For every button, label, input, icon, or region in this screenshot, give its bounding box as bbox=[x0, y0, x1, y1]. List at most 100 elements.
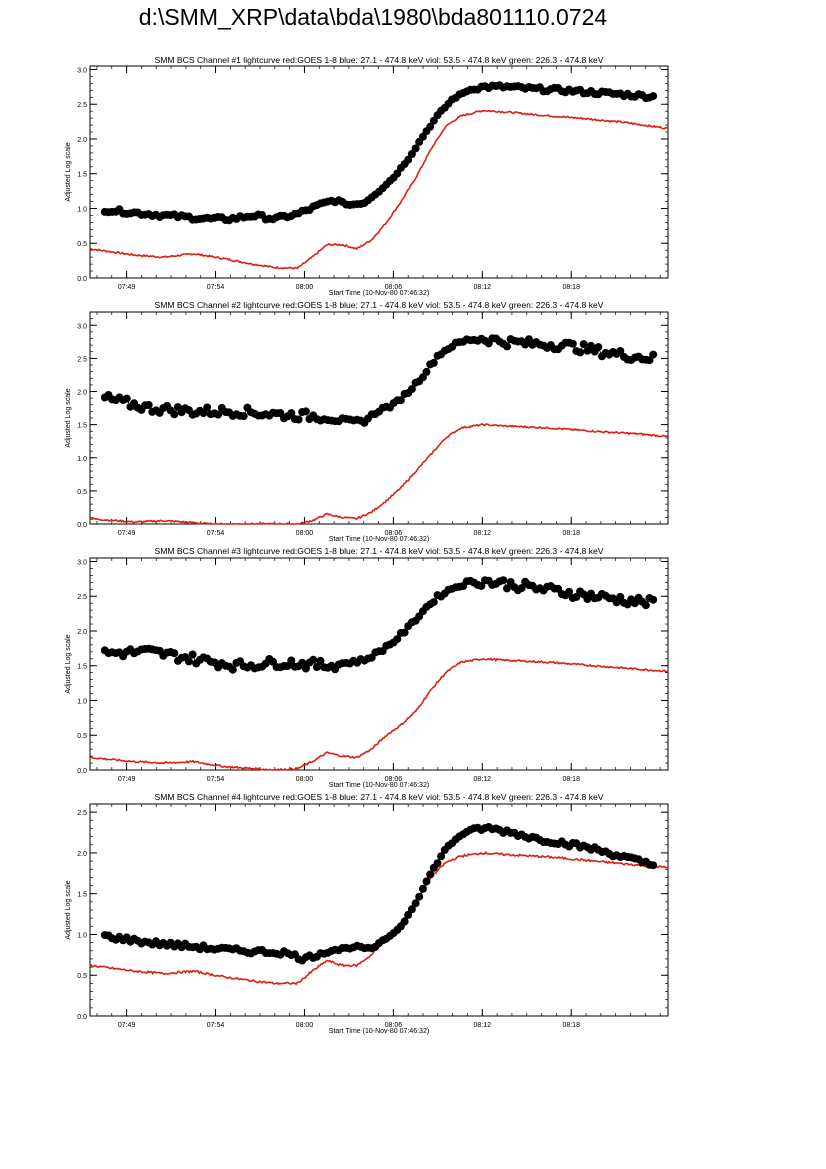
panel-4-ytick-label: 0.0 bbox=[77, 1014, 87, 1021]
panel-4-bcs-point bbox=[411, 899, 420, 908]
panel-1-title: SMM BCS Channel #1 lightcurve red:GOES 1… bbox=[154, 55, 604, 65]
panel-2-bcs-point bbox=[214, 410, 223, 419]
panel-2-bcs-point bbox=[616, 347, 625, 355]
panel-2-bcs-point bbox=[422, 367, 431, 376]
panel-4-bcs-point bbox=[400, 917, 409, 926]
panel-3-frame bbox=[89, 557, 669, 771]
panel-3-bcs-point bbox=[309, 655, 318, 664]
panel-3-ylabel: Adjusted Log scale bbox=[65, 634, 72, 693]
panel-4-bcs-point bbox=[433, 859, 442, 868]
panel-3-bcs-point bbox=[312, 663, 321, 671]
panel-2-ytick-label: 2.0 bbox=[77, 390, 87, 397]
panel-2-bcs-point bbox=[203, 403, 212, 412]
panel-1-xlabel: Start Time (10-Nov-80 07:46:32) bbox=[328, 290, 430, 297]
panel-3-bcs-point bbox=[641, 601, 650, 610]
panel-4-bcs-point bbox=[418, 884, 427, 893]
panel-3-bcs-point bbox=[316, 656, 325, 665]
panel-2-ylabel: Adjusted Log scale bbox=[65, 388, 72, 447]
panel-3-bcs-point bbox=[517, 584, 526, 593]
panel-2-xtick-label: 08:06 bbox=[385, 530, 403, 537]
panel-2-bcs-point bbox=[122, 394, 131, 403]
panel-4-bcs-point bbox=[426, 870, 435, 879]
panel-1-bcs-point bbox=[426, 122, 435, 131]
panel-1-xtick-label: 08:06 bbox=[385, 284, 403, 291]
panel-2-bcs-point bbox=[144, 401, 153, 409]
panel-2-ytick-label: 0.5 bbox=[77, 489, 87, 496]
panel-3-xtick-label: 08:00 bbox=[296, 776, 314, 783]
panel-1-xtick-label: 08:00 bbox=[296, 284, 314, 291]
panel-2-bcs-point bbox=[170, 410, 179, 419]
panel-4-bcs-point bbox=[422, 877, 431, 886]
panel-2-xtick-label: 07:54 bbox=[207, 530, 225, 537]
panel-4-xtick-label: 08:00 bbox=[296, 1022, 314, 1029]
panel-3-ytick-label: 3.0 bbox=[77, 559, 87, 566]
panel-4-xtick-label: 08:12 bbox=[474, 1022, 492, 1029]
panel-3-bcs-point bbox=[649, 595, 658, 604]
panel-1-xtick-label: 08:18 bbox=[562, 284, 580, 291]
panel-2-xlabel: Start Time (10-Nov-80 07:46:32) bbox=[328, 536, 430, 543]
panel-3-goes-line bbox=[89, 657, 668, 771]
panel-2-ytick-label: 1.0 bbox=[77, 456, 87, 463]
panel-2-xtick-label: 08:18 bbox=[562, 530, 580, 537]
panel-1-ylabel: Adjusted Log scale bbox=[65, 142, 72, 201]
panel-2-bcs-point bbox=[579, 340, 588, 349]
panel-2-ytick-label: 2.5 bbox=[77, 356, 87, 363]
panel-4-xtick-label: 08:06 bbox=[385, 1022, 403, 1029]
panel-2-bcs-point bbox=[568, 339, 577, 348]
panel-4-ytick-label: 1.5 bbox=[77, 892, 87, 899]
page-title: d:\SMM_XRP\data\bda\1980\bda801110.0724 bbox=[138, 4, 608, 30]
panel-2-bcs-point bbox=[429, 358, 438, 367]
panel-1-ytick-label: 1.0 bbox=[77, 206, 87, 213]
panel-2-bcs-point bbox=[239, 412, 248, 421]
panel-2-xtick-label: 07:49 bbox=[118, 530, 136, 537]
panel-4-title: SMM BCS Channel #4 lightcurve red:GOES 1… bbox=[154, 792, 604, 802]
panel-3-bcs-point bbox=[503, 584, 511, 593]
panel-1-ytick-label: 0.0 bbox=[77, 276, 87, 283]
panel-4-bcs-point bbox=[437, 852, 446, 861]
panel-3-bcs-point bbox=[298, 658, 307, 667]
panel-4-xtick-label: 07:49 bbox=[118, 1022, 136, 1029]
panel-3-ytick-label: 1.5 bbox=[77, 664, 87, 671]
panel-2-bcs-point bbox=[396, 396, 405, 405]
panel-4-xlabel: Start Time (10-Nov-80 07:46:32) bbox=[328, 1028, 430, 1035]
panel-2-ytick-label: 3.0 bbox=[77, 323, 87, 330]
panel-2-bcs-point bbox=[301, 407, 310, 416]
panel-4-frame bbox=[89, 803, 669, 1017]
panel-3-xtick-label: 08:12 bbox=[474, 776, 492, 783]
panel-1-goes-line bbox=[89, 109, 669, 270]
panel-3-ytick-label: 0.0 bbox=[77, 768, 87, 775]
panel-2-bcs-point bbox=[407, 385, 416, 394]
panel-3-bcs-point bbox=[301, 664, 310, 673]
panel-2-goes-line bbox=[89, 423, 669, 525]
panel-1-xtick-label: 07:49 bbox=[118, 284, 136, 291]
panel-2-bcs-point bbox=[503, 342, 511, 351]
panel-4-ytick-label: 0.5 bbox=[77, 973, 87, 980]
panel-1-xtick-label: 08:12 bbox=[474, 284, 492, 291]
panel-3-bcs-point bbox=[170, 649, 179, 658]
panel-1-bcs-point bbox=[411, 144, 420, 153]
panel-1-xtick-label: 07:54 bbox=[207, 284, 225, 291]
panel-4-xtick-label: 07:54 bbox=[207, 1022, 225, 1029]
panel-3-xtick-label: 08:06 bbox=[385, 776, 403, 783]
panel-4-bcs-point bbox=[407, 905, 416, 914]
panel-4-ytick-label: 2.0 bbox=[77, 851, 87, 858]
panel-2-ytick-label: 0.0 bbox=[77, 522, 87, 529]
panel-3-title: SMM BCS Channel #3 lightcurve red:GOES 1… bbox=[154, 546, 604, 556]
panel-3-xtick-label: 08:18 bbox=[562, 776, 580, 783]
panel-3-ytick-label: 2.5 bbox=[77, 594, 87, 601]
panel-2-title: SMM BCS Channel #2 lightcurve red:GOES 1… bbox=[154, 300, 604, 310]
panel-3-bcs-point bbox=[400, 628, 409, 637]
panel-4-bcs-point bbox=[649, 861, 658, 870]
panel-1-bcs-point bbox=[649, 92, 658, 101]
panel-2-bcs-point bbox=[587, 341, 595, 350]
panel-2-ytick-label: 1.5 bbox=[77, 423, 87, 430]
panel-2-xtick-label: 08:12 bbox=[474, 530, 492, 537]
panel-4-ytick-label: 2.5 bbox=[77, 810, 87, 817]
panel-4-bcs-point bbox=[415, 892, 424, 901]
panel-1-ytick-label: 2.5 bbox=[77, 102, 87, 109]
panel-2-bcs-point bbox=[294, 415, 303, 424]
panel-3-ytick-label: 1.0 bbox=[77, 698, 87, 705]
panel-1-ytick-label: 0.5 bbox=[77, 241, 87, 248]
panel-1-bcs-line bbox=[104, 84, 654, 221]
